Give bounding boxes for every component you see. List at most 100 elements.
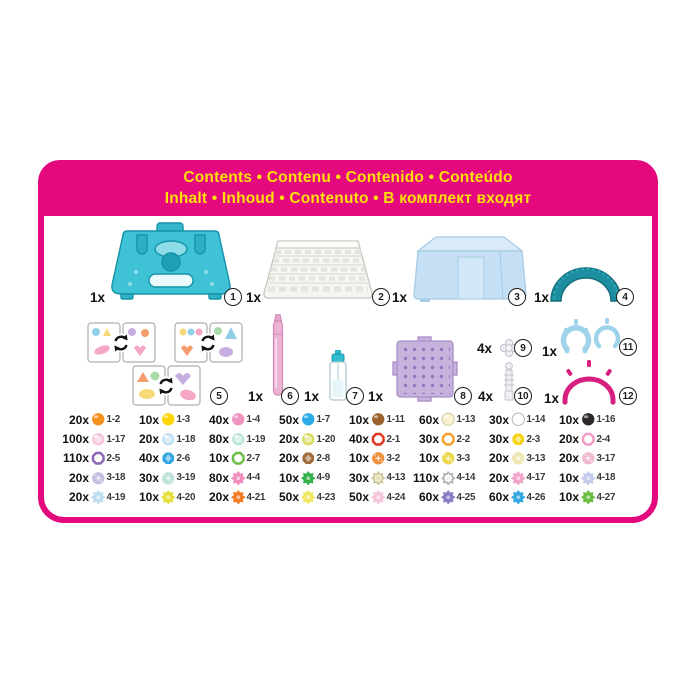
bead-icon [441, 413, 455, 427]
bead-qty: 10x [348, 451, 369, 466]
bead-code: 2-8 [316, 452, 331, 464]
bead-icon [442, 452, 455, 465]
bead-grid: 20x 1-2 10x 1-3 40x 1-4 50x 1-7 10x 1-11 60x … [58, 410, 642, 507]
bead-entry: 30x 4-13 [338, 471, 408, 486]
bead-code: 1-7 [316, 414, 331, 426]
bead-row: 110x 2-5 40x 2-6 10x 2-7 20x 2-8 10x 3-2 10x 3-… [58, 449, 642, 468]
bead-row: 100x 1-17 20x 1-18 80x 1-19 20x 1-20 40x 2-1 3… [58, 429, 642, 448]
bead-code: 2-4 [596, 433, 611, 445]
beading-pen-illustration [272, 314, 284, 396]
item4-number-badge: 4 [616, 288, 634, 306]
bead-code: 4-23 [316, 491, 336, 503]
bead-icon [302, 413, 315, 426]
bead-code: 4-13 [386, 472, 406, 484]
bead-code: 3-2 [386, 452, 401, 464]
bead-entry: 40x 2-1 [338, 432, 408, 447]
item7-qty: 1x [304, 389, 320, 404]
bead-qty: 10x [558, 412, 579, 427]
bead-qty: 30x [138, 470, 159, 485]
bead-entry: 30x 3-19 [128, 471, 198, 486]
bead-entry: 20x 4-17 [478, 471, 548, 486]
bead-icon [91, 490, 106, 505]
bead-qty: 30x [418, 432, 439, 447]
bead-entry: 10x 3-2 [338, 451, 408, 466]
bead-icon [511, 413, 525, 427]
bead-entry: 20x 1-18 [128, 432, 198, 447]
bead-qty: 10x [418, 451, 439, 466]
bead-entry: 10x 2-7 [198, 451, 268, 466]
bead-code: 1-2 [106, 414, 121, 426]
bead-icon [441, 432, 455, 446]
bead-code: 1-19 [246, 433, 266, 445]
bead-icon [162, 432, 175, 446]
bead-icon [581, 470, 596, 485]
bead-code: 4-17 [526, 472, 546, 484]
bead-icon [582, 452, 595, 465]
bead-qty: 10x [278, 470, 299, 485]
item3-qty: 1x [392, 290, 408, 305]
bead-entry: 10x 1-16 [548, 412, 618, 427]
bead-entry: 40x 2-6 [128, 451, 198, 466]
bead-entry: 10x 4-27 [548, 490, 618, 505]
bead-icon [372, 413, 385, 426]
bead-icon [581, 432, 595, 446]
bead-code: 4-26 [526, 491, 546, 503]
bead-icon [92, 471, 105, 485]
bead-qty: 20x [488, 470, 509, 485]
bead-entry: 50x 1-7 [268, 412, 338, 427]
bead-code: 4-18 [596, 472, 616, 484]
bead-icon [512, 452, 525, 465]
bead-code: 4-21 [246, 491, 266, 503]
bead-code: 3-3 [456, 452, 471, 464]
bead-qty: 20x [138, 432, 159, 447]
item4-qty: 1x [534, 290, 550, 305]
bead-entry: 10x 1-11 [338, 412, 408, 427]
bead-code: 1-4 [246, 414, 261, 426]
bead-qty: 30x [488, 432, 509, 447]
bead-qty: 10x [208, 451, 229, 466]
bead-qty: 20x [68, 470, 89, 485]
display-rings-illustration [560, 318, 621, 354]
bead-entry: 20x 1-20 [268, 432, 338, 447]
item11-qty: 1x [542, 344, 558, 359]
bead-icon [302, 432, 315, 446]
item6-qty: 1x [248, 389, 264, 404]
bead-entry: 110x 4-14 [408, 471, 478, 486]
item2-qty: 1x [246, 290, 262, 305]
item1-qty: 1x [90, 290, 106, 305]
item9-qty: 4x [477, 341, 493, 356]
bead-qty: 60x [488, 490, 509, 505]
bead-entry: 40x 1-4 [198, 412, 268, 427]
bead-qty: 30x [348, 470, 369, 485]
bead-qty: 20x [278, 432, 299, 447]
bead-entry: 10x 4-18 [548, 471, 618, 486]
bead-icon [91, 452, 105, 465]
bead-icon [371, 432, 385, 446]
bead-code: 2-5 [106, 452, 121, 464]
bead-row: 20x 4-19 10x 4-20 20x 4-21 50x 4-23 50x 4-24… [58, 488, 642, 507]
bead-qty: 20x [278, 451, 299, 466]
bead-qty: 50x [278, 490, 299, 505]
bead-code: 1-16 [596, 414, 616, 426]
bead-entry: 110x 2-5 [58, 451, 128, 466]
bead-case-illustration [111, 222, 231, 300]
bead-code: 4-4 [246, 472, 261, 484]
bead-entry: 80x 1-19 [198, 432, 268, 447]
bead-code: 2-2 [456, 433, 471, 445]
tiara-band-illustration [562, 360, 616, 405]
bead-entry: 60x 4-26 [478, 490, 548, 505]
bead-code: 1-20 [316, 433, 336, 445]
bead-entry: 20x 3-18 [58, 471, 128, 486]
item10-qty: 4x [478, 389, 494, 404]
bead-code: 3-19 [176, 472, 196, 484]
bead-icon [441, 490, 456, 505]
bead-icon [441, 470, 456, 485]
bead-entry: 10x 1-3 [128, 412, 198, 427]
bead-qty: 40x [208, 412, 229, 427]
bead-code: 1-13 [456, 414, 476, 426]
bead-qty: 50x [278, 412, 299, 427]
flower-piece-illustration [500, 339, 518, 357]
bead-icon [371, 490, 386, 505]
bead-qty: 20x [558, 432, 579, 447]
